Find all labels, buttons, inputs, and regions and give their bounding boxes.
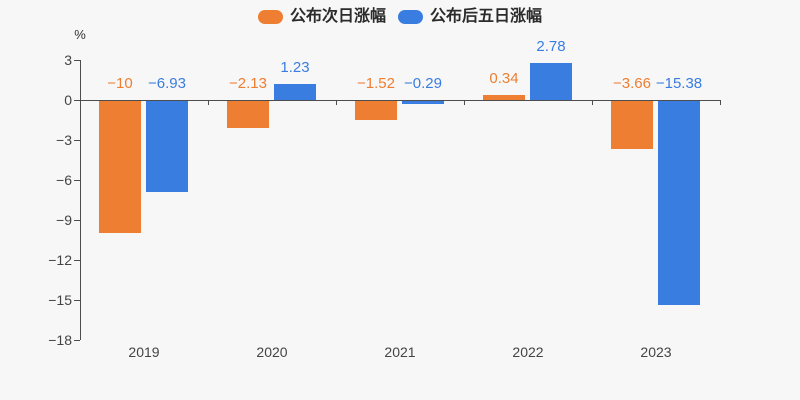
y-tick xyxy=(74,260,80,261)
legend-swatch xyxy=(398,10,423,24)
value-label: −1.52 xyxy=(357,75,395,92)
y-tick-label: −9 xyxy=(56,212,72,228)
y-tick xyxy=(74,100,80,101)
bar-2020-series-1[interactable] xyxy=(274,83,316,100)
value-label: −10 xyxy=(107,75,133,92)
value-label: −6.93 xyxy=(148,75,186,92)
y-tick-label: 3 xyxy=(64,52,72,68)
value-label: −15.38 xyxy=(655,75,703,92)
value-label: −2.13 xyxy=(229,75,267,92)
bar-2021-series-1[interactable] xyxy=(402,100,444,104)
y-tick xyxy=(74,340,80,341)
legend-item-series-1[interactable]: 公布后五日涨幅 xyxy=(398,7,542,27)
bar-2019-series-0[interactable] xyxy=(99,100,141,234)
value-label: 1.23 xyxy=(280,58,310,76)
y-tick xyxy=(74,60,80,61)
bar-2021-series-0[interactable] xyxy=(355,100,397,121)
x-axis-line xyxy=(80,100,720,101)
y-tick xyxy=(74,220,80,221)
value-label: 0.34 xyxy=(489,70,519,88)
x-category-label: 2022 xyxy=(512,344,544,360)
y-tick-label: −12 xyxy=(48,252,72,268)
x-boundary-tick xyxy=(208,100,209,105)
legend-swatch xyxy=(257,10,283,24)
y-tick xyxy=(74,180,80,181)
bar-2023-series-0[interactable] xyxy=(611,100,653,149)
x-category-label: 2023 xyxy=(640,344,672,360)
x-boundary-tick xyxy=(592,100,593,105)
y-tick-label: −6 xyxy=(56,172,72,188)
bar-2020-series-0[interactable] xyxy=(227,100,269,129)
x-category-label: 2020 xyxy=(256,344,288,360)
y-tick-label: −15 xyxy=(48,292,72,308)
x-category-label: 2021 xyxy=(384,344,416,360)
y-tick xyxy=(74,300,80,301)
y-tick-label: −3 xyxy=(56,132,72,148)
bar-2022-series-1[interactable] xyxy=(530,62,572,100)
value-label: 2.78 xyxy=(536,37,566,55)
bar-2019-series-1[interactable] xyxy=(146,100,188,193)
y-tick-label: 0 xyxy=(64,92,72,108)
x-boundary-tick xyxy=(336,100,337,105)
legend: 公布次日涨幅 公布后五日涨幅 xyxy=(0,6,800,28)
value-label: −0.29 xyxy=(404,75,442,92)
value-label: −3.66 xyxy=(613,75,651,92)
legend-item-series-0[interactable]: 公布次日涨幅 xyxy=(257,7,386,27)
bar-2022-series-0[interactable] xyxy=(483,95,525,100)
y-axis-unit-label: % xyxy=(74,27,86,42)
x-boundary-tick xyxy=(464,100,465,105)
legend-label: 公布后五日涨幅 xyxy=(430,8,543,25)
x-boundary-tick xyxy=(720,100,721,105)
y-tick-label: −18 xyxy=(48,332,72,348)
legend-label: 公布次日涨幅 xyxy=(289,8,386,25)
y-axis-line xyxy=(80,60,81,340)
bar-2023-series-1[interactable] xyxy=(658,100,700,306)
x-category-label: 2019 xyxy=(128,344,160,360)
y-tick xyxy=(74,140,80,141)
